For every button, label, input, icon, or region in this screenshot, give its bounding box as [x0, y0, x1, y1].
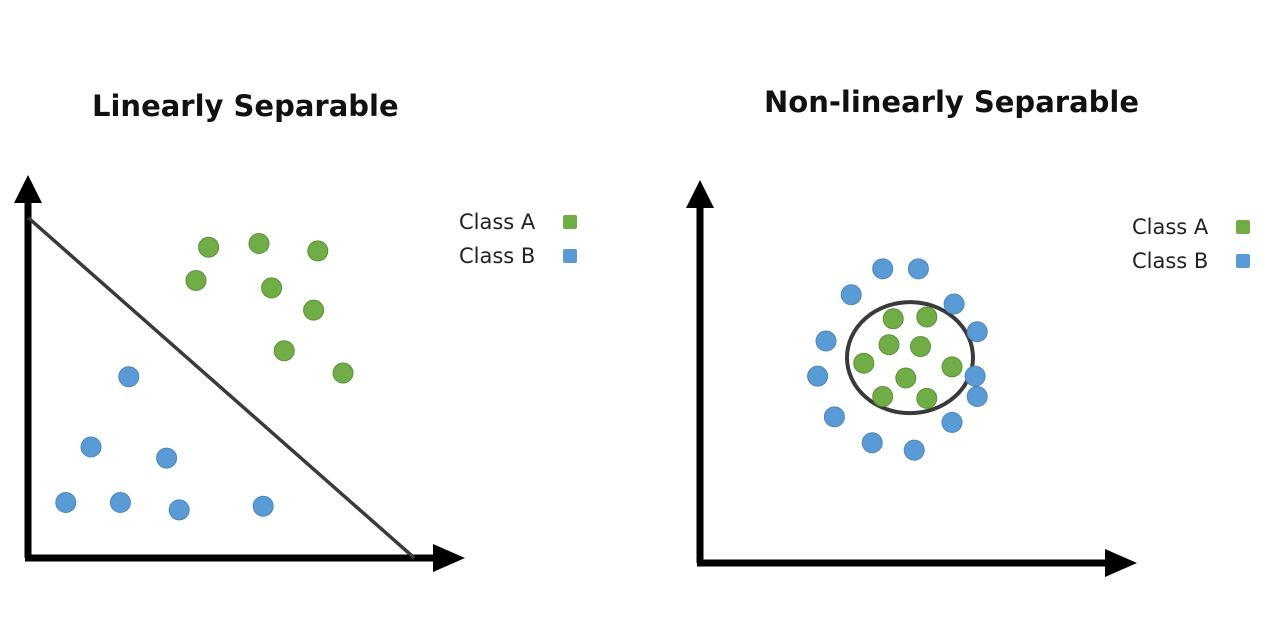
- class-b-point: [168, 499, 190, 521]
- legend-entry-class-a: Class A: [1132, 210, 1250, 244]
- x-axis-arrow-right: [1105, 549, 1137, 577]
- chart-title-linearly-separable: Linearly Separable: [92, 89, 399, 123]
- chart-title-non-linearly-separable: Non-linearly Separable: [764, 85, 1140, 119]
- legend-label: Class A: [1132, 215, 1209, 239]
- class-a-point: [895, 367, 917, 389]
- class-a-point: [303, 299, 325, 321]
- class-b-point: [964, 365, 986, 387]
- class-a-point: [941, 356, 963, 378]
- x-axis-arrow-left: [433, 544, 465, 572]
- legend-swatch-class-b: [1236, 254, 1250, 268]
- class-a-point: [872, 386, 894, 407]
- class-b-point: [156, 447, 178, 469]
- legend-right: Class A Class B: [1132, 210, 1250, 278]
- class-b-point: [907, 258, 929, 280]
- class-a-point: [332, 362, 354, 384]
- class-b-point: [966, 386, 988, 407]
- decision-boundary-circle: [845, 300, 975, 416]
- legend-label: Class B: [459, 244, 536, 268]
- class-b-point: [823, 406, 845, 428]
- legend-entry-class-a: Class A: [459, 205, 577, 239]
- legend-label: Class A: [459, 210, 536, 234]
- y-axis-arrow-right: [686, 180, 714, 208]
- legend-entry-class-b: Class B: [1132, 244, 1250, 278]
- decision-boundary-line: [26, 216, 416, 560]
- class-b-point: [80, 436, 102, 458]
- class-a-point: [261, 277, 283, 299]
- class-b-point: [861, 432, 883, 454]
- class-b-point: [943, 293, 965, 315]
- class-a-point: [878, 334, 900, 356]
- class-a-point: [248, 233, 270, 254]
- class-b-point: [903, 439, 925, 461]
- class-b-point: [941, 411, 963, 433]
- class-b-point: [815, 330, 837, 352]
- class-b-point: [807, 365, 829, 387]
- legend-entry-class-b: Class B: [459, 239, 577, 273]
- class-b-point: [118, 366, 140, 388]
- class-a-point: [307, 240, 329, 262]
- class-a-point: [910, 336, 931, 358]
- legend-label: Class B: [1132, 249, 1209, 273]
- class-a-point: [916, 387, 938, 409]
- y-axis-arrow-left: [14, 175, 42, 203]
- legend-left: Class A Class B: [459, 205, 577, 273]
- class-a-point: [273, 340, 295, 362]
- legend-swatch-class-b: [563, 249, 577, 263]
- class-b-point: [872, 258, 894, 280]
- class-a-point: [916, 306, 938, 328]
- class-a-point: [185, 270, 207, 291]
- class-b-point: [109, 492, 131, 513]
- legend-swatch-class-a: [563, 215, 577, 229]
- class-a-point: [882, 308, 904, 330]
- class-a-point: [853, 352, 875, 374]
- class-a-point: [198, 236, 220, 258]
- class-b-point: [966, 321, 988, 343]
- class-b-point: [840, 284, 862, 306]
- legend-swatch-class-a: [1236, 220, 1250, 234]
- class-b-point: [55, 492, 77, 513]
- class-b-point: [252, 495, 274, 517]
